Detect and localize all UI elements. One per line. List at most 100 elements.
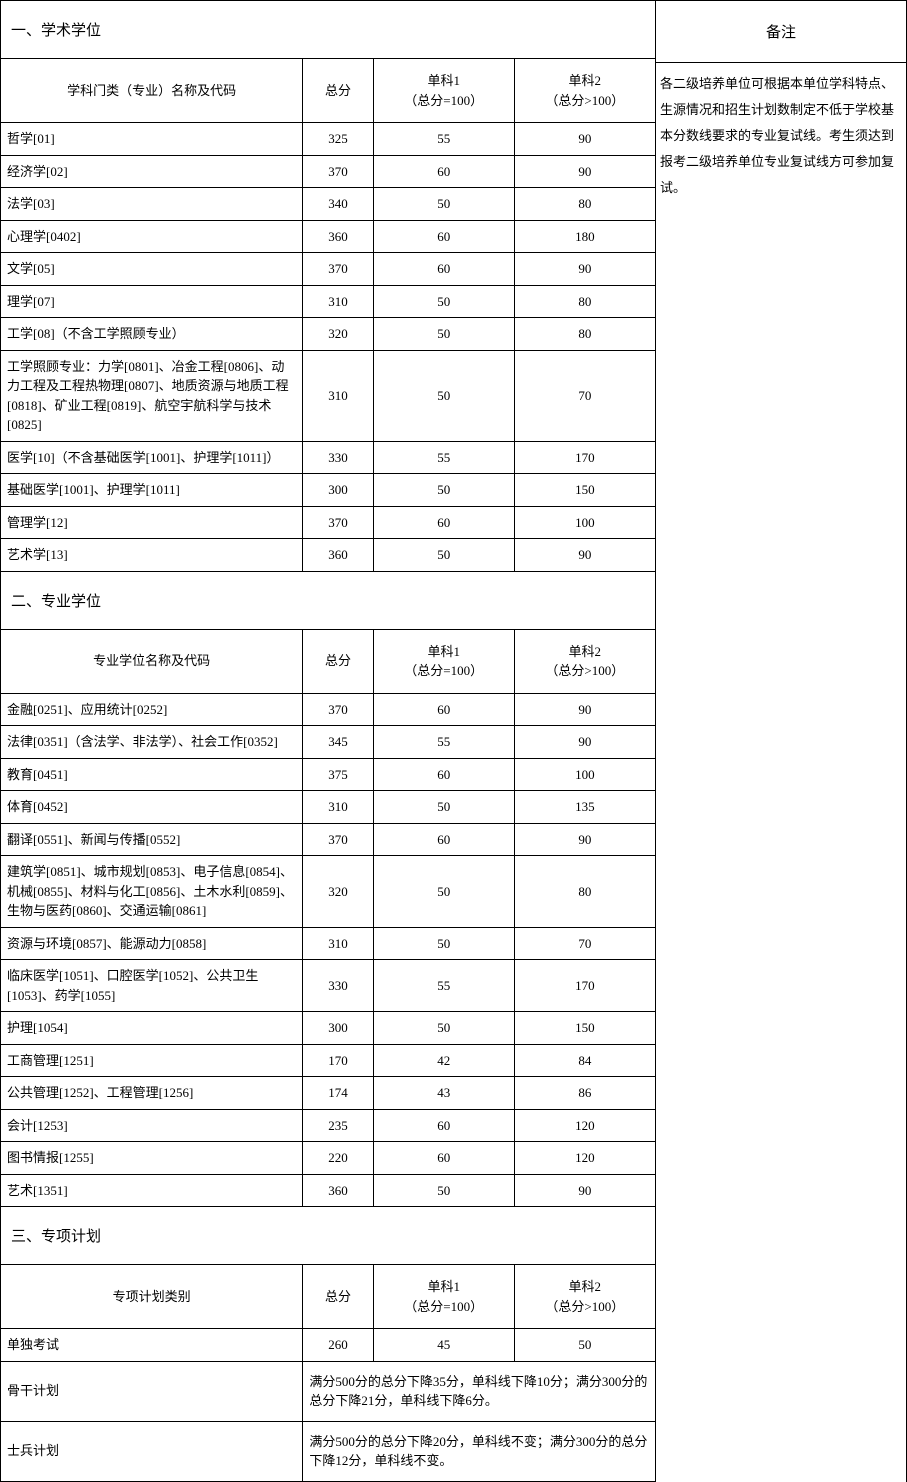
cell-total: 320 [303,318,373,351]
cell-total: 340 [303,188,373,221]
header-sub1: 单科1 （总分=100） [373,59,514,123]
cell-name: 管理学[12] [1,506,303,539]
table-row: 骨干计划 满分500分的总分下降35分，单科线下降10分；满分300分的总分下降… [1,1361,655,1421]
table-row: 图书情报[1255]22060120 [1,1142,655,1175]
cell-name: 建筑学[0851]、城市规划[0853]、电子信息[0854]、机械[0855]… [1,856,303,928]
cell-sub2: 50 [514,1329,655,1362]
table-row: 临床医学[1051]、口腔医学[1052]、公共卫生[1053]、药学[1055… [1,960,655,1012]
cell-sub1: 42 [373,1044,514,1077]
cell-sub2: 120 [514,1109,655,1142]
cell-sub2: 70 [514,350,655,441]
cell-sub2: 150 [514,1012,655,1045]
cell-sub1: 50 [373,1012,514,1045]
section-title-professional: 二、专业学位 [1,572,655,630]
cell-sub1: 43 [373,1077,514,1110]
header-name: 专业学位名称及代码 [1,630,303,694]
table-row: 艺术学[13]3605090 [1,539,655,572]
cell-total: 170 [303,1044,373,1077]
cell-sub1: 60 [373,1109,514,1142]
cell-sub2: 120 [514,1142,655,1175]
cell-total: 330 [303,960,373,1012]
cell-name: 文学[05] [1,253,303,286]
cell-desc: 满分500分的总分下降20分，单科线不变；满分300分的总分下降12分，单科线不… [303,1421,655,1481]
table-row: 翻译[0551]、新闻与传播[0552]3706090 [1,823,655,856]
cell-name: 医学[10]（不含基础医学[1001]、护理学[1011]） [1,441,303,474]
table-row: 资源与环境[0857]、能源动力[0858]3105070 [1,927,655,960]
header-sub1: 单科1 （总分=100） [373,1265,514,1329]
cell-total: 174 [303,1077,373,1110]
cell-name: 工商管理[1251] [1,1044,303,1077]
professional-degree-table: 专业学位名称及代码 总分 单科1 （总分=100） 单科2 （总分>100） 金… [1,630,655,1208]
table-row: 工学[08]（不含工学照顾专业）3205080 [1,318,655,351]
cell-sub1: 60 [373,253,514,286]
cell-name: 法律[0351]（含法学、非法学）、社会工作[0352] [1,726,303,759]
cell-total: 360 [303,220,373,253]
header-total: 总分 [303,59,373,123]
page-container: 一、学术学位 学科门类（专业）名称及代码 总分 单科1 （总分=100） 单科2… [0,0,907,1482]
table-row: 文学[05]3706090 [1,253,655,286]
cell-sub2: 90 [514,539,655,572]
table-header-row: 学科门类（专业）名称及代码 总分 单科1 （总分=100） 单科2 （总分>10… [1,59,655,123]
cell-name: 护理[1054] [1,1012,303,1045]
table-row: 法学[03]3405080 [1,188,655,221]
table-row: 会计[1253]23560120 [1,1109,655,1142]
cell-name: 哲学[01] [1,123,303,156]
cell-total: 310 [303,285,373,318]
sidebar-content: 各二级培养单位可根据本单位学科特点、生源情况和招生计划数制定不低于学校基本分数线… [656,63,906,209]
cell-total: 370 [303,823,373,856]
cell-name: 金融[0251]、应用统计[0252] [1,693,303,726]
cell-name: 资源与环境[0857]、能源动力[0858] [1,927,303,960]
cell-sub2: 100 [514,758,655,791]
cell-sub2: 80 [514,318,655,351]
table-row: 法律[0351]（含法学、非法学）、社会工作[0352]3455590 [1,726,655,759]
cell-name: 心理学[0402] [1,220,303,253]
cell-desc: 满分500分的总分下降35分，单科线下降10分；满分300分的总分下降21分，单… [303,1361,655,1421]
table-row: 心理学[0402]36060180 [1,220,655,253]
cell-sub1: 50 [373,927,514,960]
cell-sub2: 90 [514,123,655,156]
table-row: 基础医学[1001]、护理学[1011]30050150 [1,474,655,507]
cell-sub2: 170 [514,960,655,1012]
cell-name: 法学[03] [1,188,303,221]
table-row: 工商管理[1251]1704284 [1,1044,655,1077]
cell-sub1: 60 [373,693,514,726]
header-total: 总分 [303,1265,373,1329]
header-total: 总分 [303,630,373,694]
cell-total: 300 [303,1012,373,1045]
cell-sub2: 150 [514,474,655,507]
cell-sub2: 170 [514,441,655,474]
cell-name: 工学[08]（不含工学照顾专业） [1,318,303,351]
cell-name: 教育[0451] [1,758,303,791]
cell-name: 图书情报[1255] [1,1142,303,1175]
cell-total: 360 [303,539,373,572]
table-row: 士兵计划 满分500分的总分下降20分，单科线不变；满分300分的总分下降12分… [1,1421,655,1481]
cell-sub2: 86 [514,1077,655,1110]
cell-sub1: 50 [373,1174,514,1207]
table-row: 经济学[02]3706090 [1,155,655,188]
cell-sub2: 90 [514,1174,655,1207]
cell-total: 370 [303,506,373,539]
cell-sub2: 70 [514,927,655,960]
cell-name: 理学[07] [1,285,303,318]
cell-sub1: 50 [373,285,514,318]
cell-sub1: 55 [373,960,514,1012]
cell-name: 翻译[0551]、新闻与传播[0552] [1,823,303,856]
cell-sub1: 50 [373,474,514,507]
cell-sub2: 80 [514,285,655,318]
cell-sub1: 60 [373,823,514,856]
cell-sub1: 55 [373,123,514,156]
table-row: 公共管理[1252]、工程管理[1256]1744386 [1,1077,655,1110]
header-name: 学科门类（专业）名称及代码 [1,59,303,123]
special-plan-table: 专项计划类别 总分 单科1 （总分=100） 单科2 （总分>100） 单独考试… [1,1265,655,1482]
cell-name: 工学照顾专业：力学[0801]、冶金工程[0806]、动力工程及工程热物理[08… [1,350,303,441]
cell-sub1: 60 [373,758,514,791]
cell-sub1: 50 [373,539,514,572]
table-row: 单独考试 260 45 50 [1,1329,655,1362]
cell-total: 235 [303,1109,373,1142]
table-row: 护理[1054]30050150 [1,1012,655,1045]
main-column: 一、学术学位 学科门类（专业）名称及代码 总分 单科1 （总分=100） 单科2… [1,1,656,1482]
cell-sub2: 80 [514,188,655,221]
table-header-row: 专项计划类别 总分 单科1 （总分=100） 单科2 （总分>100） [1,1265,655,1329]
cell-sub1: 50 [373,188,514,221]
cell-sub2: 80 [514,856,655,928]
